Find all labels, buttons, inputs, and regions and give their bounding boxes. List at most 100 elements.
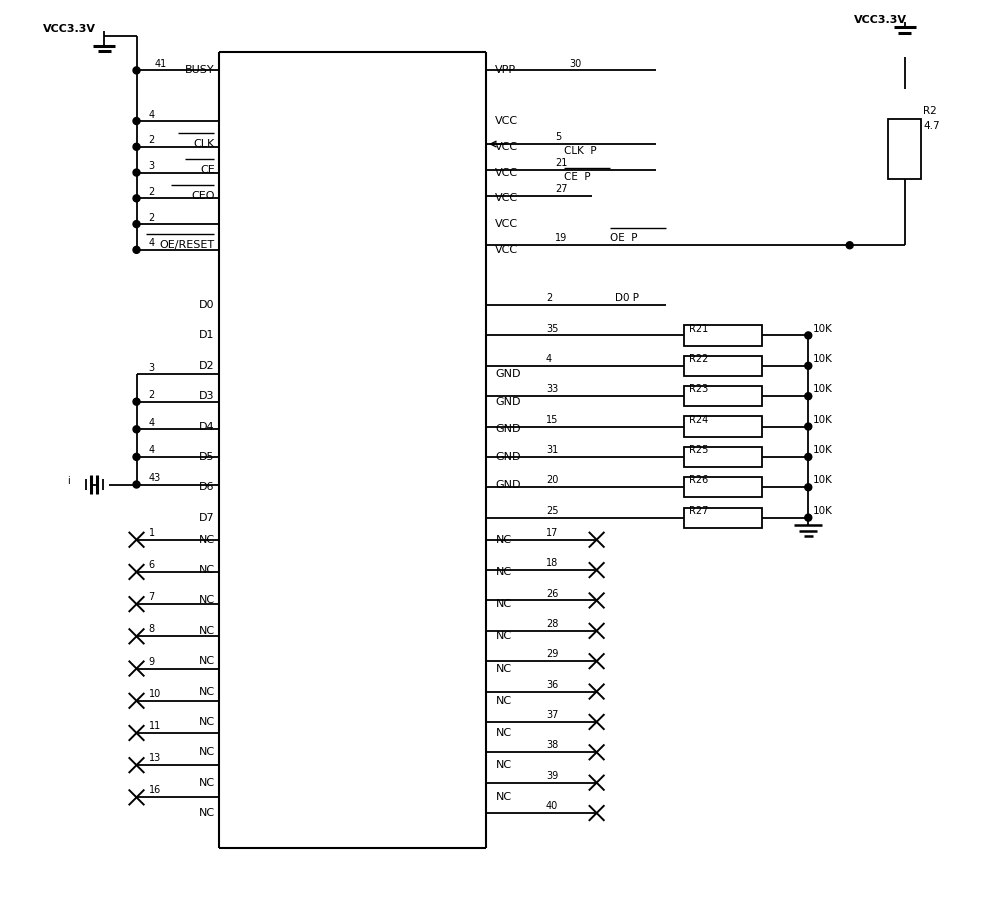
Text: VCC: VCC: [495, 219, 519, 229]
Circle shape: [133, 66, 140, 74]
Text: R23: R23: [689, 384, 708, 394]
Text: NC: NC: [199, 565, 215, 575]
Circle shape: [805, 332, 812, 339]
Text: D0 P: D0 P: [615, 294, 639, 303]
Text: 38: 38: [546, 740, 558, 750]
Text: 33: 33: [546, 384, 558, 394]
Text: 43: 43: [148, 473, 161, 483]
Text: 3: 3: [148, 162, 155, 171]
Text: R26: R26: [689, 475, 708, 485]
Text: 11: 11: [148, 721, 161, 731]
Text: CE  P: CE P: [564, 173, 591, 182]
Circle shape: [805, 453, 812, 461]
Bar: [684, 416, 762, 437]
Text: 4: 4: [148, 418, 155, 428]
Text: 19: 19: [555, 234, 567, 244]
Text: 29: 29: [546, 649, 558, 659]
Text: 5: 5: [555, 132, 561, 142]
Text: D1: D1: [199, 330, 215, 341]
Text: NC: NC: [199, 808, 215, 818]
Text: D3: D3: [199, 391, 215, 402]
Text: R2: R2: [923, 106, 937, 116]
Text: VPP: VPP: [495, 66, 517, 76]
Text: R25: R25: [689, 445, 708, 455]
Text: 40: 40: [546, 801, 558, 811]
Text: NC: NC: [199, 534, 215, 545]
Text: 10K: 10K: [813, 354, 833, 364]
Text: 18: 18: [546, 558, 558, 569]
Text: D0: D0: [199, 300, 215, 310]
Circle shape: [133, 481, 140, 488]
Text: CE: CE: [200, 165, 215, 174]
Text: NC: NC: [495, 567, 512, 577]
Text: VCC: VCC: [495, 116, 519, 126]
Text: 10K: 10K: [813, 445, 833, 455]
Text: VCC: VCC: [495, 193, 519, 203]
Text: 39: 39: [546, 771, 558, 781]
Text: OE/RESET: OE/RESET: [160, 240, 215, 250]
Text: OE  P: OE P: [610, 234, 638, 244]
Text: NC: NC: [199, 687, 215, 697]
Text: NC: NC: [495, 761, 512, 770]
Text: GND: GND: [495, 452, 521, 462]
Circle shape: [133, 169, 140, 176]
Text: 2: 2: [148, 212, 155, 222]
Text: 31: 31: [546, 445, 558, 455]
Circle shape: [805, 514, 812, 521]
Text: 1: 1: [148, 528, 155, 538]
Text: 10K: 10K: [813, 324, 833, 333]
Bar: [684, 477, 762, 497]
Text: i: i: [67, 476, 70, 485]
Text: D4: D4: [199, 422, 215, 432]
Text: R22: R22: [689, 354, 708, 364]
Text: 30: 30: [569, 58, 581, 68]
Text: CLK  P: CLK P: [564, 147, 597, 156]
Circle shape: [133, 143, 140, 150]
Text: GND: GND: [495, 480, 521, 489]
Text: NC: NC: [199, 595, 215, 605]
Text: NC: NC: [495, 696, 512, 706]
Bar: [684, 386, 762, 406]
Text: VCC: VCC: [495, 245, 519, 255]
Text: NC: NC: [199, 778, 215, 787]
Text: 16: 16: [148, 785, 161, 796]
Text: D7: D7: [199, 512, 215, 522]
Text: VCC3.3V: VCC3.3V: [43, 24, 96, 34]
Text: R27: R27: [689, 506, 708, 516]
Text: NC: NC: [495, 792, 512, 802]
Text: 4: 4: [148, 110, 155, 120]
Text: D6: D6: [199, 482, 215, 492]
Text: D2: D2: [199, 361, 215, 371]
Text: 8: 8: [148, 625, 155, 634]
Text: 6: 6: [148, 560, 155, 570]
Text: 37: 37: [546, 710, 558, 720]
Text: 2: 2: [546, 294, 552, 303]
Text: 10K: 10K: [813, 384, 833, 394]
Circle shape: [805, 423, 812, 430]
Text: BUSY: BUSY: [185, 66, 215, 76]
Text: NC: NC: [495, 599, 512, 609]
Text: 26: 26: [546, 589, 558, 598]
Text: CLK: CLK: [193, 139, 215, 149]
Text: NC: NC: [199, 717, 215, 727]
Text: NC: NC: [495, 728, 512, 738]
Text: 21: 21: [555, 158, 568, 168]
Circle shape: [805, 363, 812, 369]
Text: NC: NC: [495, 664, 512, 674]
Circle shape: [805, 484, 812, 491]
Circle shape: [133, 246, 140, 253]
Circle shape: [133, 195, 140, 202]
Text: NC: NC: [199, 626, 215, 636]
Bar: [888, 119, 921, 178]
Text: 15: 15: [546, 414, 558, 425]
Text: 13: 13: [148, 753, 161, 763]
Text: 10K: 10K: [813, 506, 833, 516]
Text: 28: 28: [546, 619, 558, 629]
Circle shape: [133, 453, 140, 461]
Text: VCC3.3V: VCC3.3V: [854, 15, 907, 25]
Text: 36: 36: [546, 679, 558, 689]
Text: 4.7: 4.7: [923, 121, 940, 131]
Text: GND: GND: [495, 397, 521, 407]
Text: 4: 4: [148, 238, 155, 248]
Text: 20: 20: [546, 475, 558, 485]
